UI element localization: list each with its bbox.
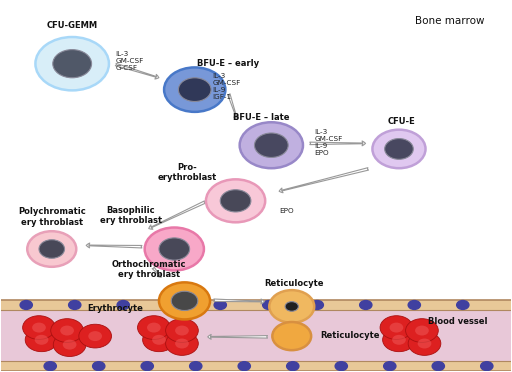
Circle shape <box>175 339 189 349</box>
Circle shape <box>23 316 55 339</box>
Circle shape <box>380 135 418 163</box>
Circle shape <box>27 231 76 267</box>
Circle shape <box>79 324 112 348</box>
Circle shape <box>32 323 46 333</box>
Circle shape <box>147 323 161 333</box>
Circle shape <box>408 301 420 310</box>
Circle shape <box>220 190 251 212</box>
Circle shape <box>60 326 74 336</box>
Circle shape <box>46 45 99 83</box>
Circle shape <box>275 295 308 318</box>
Text: BFU-E – late: BFU-E – late <box>233 113 289 122</box>
Circle shape <box>117 301 130 310</box>
Circle shape <box>272 322 311 350</box>
Circle shape <box>63 340 76 350</box>
Bar <box>1 300 511 310</box>
Circle shape <box>390 323 403 333</box>
Text: EPO: EPO <box>279 208 293 214</box>
Circle shape <box>457 301 469 310</box>
Circle shape <box>408 332 441 355</box>
Circle shape <box>44 362 56 371</box>
Circle shape <box>285 302 298 311</box>
Circle shape <box>214 301 226 310</box>
Text: Reticulocyte: Reticulocyte <box>265 279 324 288</box>
Circle shape <box>418 339 432 349</box>
Circle shape <box>51 319 83 342</box>
Text: IL-3
GM-CSF
IL-9
EPO: IL-3 GM-CSF IL-9 EPO <box>315 129 343 155</box>
Circle shape <box>385 138 413 159</box>
Circle shape <box>159 282 210 320</box>
Circle shape <box>152 335 166 345</box>
Circle shape <box>69 301 81 310</box>
Bar <box>1 361 511 371</box>
Circle shape <box>159 238 189 260</box>
Circle shape <box>380 316 413 339</box>
Circle shape <box>165 332 198 355</box>
Circle shape <box>189 362 202 371</box>
Text: IL-3
GM-CSF
IL-9
IGF-1: IL-3 GM-CSF IL-9 IGF-1 <box>212 73 241 100</box>
Text: Blood vessel: Blood vessel <box>428 317 487 326</box>
Circle shape <box>93 362 105 371</box>
Circle shape <box>206 179 265 222</box>
Circle shape <box>481 362 493 371</box>
Bar <box>1 310 511 361</box>
Circle shape <box>173 74 217 106</box>
Circle shape <box>335 362 348 371</box>
Text: Basophilic
ery throblast: Basophilic ery throblast <box>100 205 162 225</box>
Circle shape <box>175 326 189 336</box>
Circle shape <box>238 362 250 371</box>
Circle shape <box>88 331 102 341</box>
Circle shape <box>263 301 275 310</box>
Circle shape <box>372 130 425 168</box>
Circle shape <box>311 301 324 310</box>
Circle shape <box>35 37 109 90</box>
Text: BFU-E – early: BFU-E – early <box>197 59 260 68</box>
Circle shape <box>141 362 154 371</box>
Text: Reticulocyte: Reticulocyte <box>320 331 379 340</box>
Circle shape <box>35 335 49 345</box>
Text: CFU-GEMM: CFU-GEMM <box>47 21 98 31</box>
Circle shape <box>145 228 204 270</box>
Circle shape <box>254 133 288 157</box>
Circle shape <box>278 326 306 346</box>
Circle shape <box>178 78 211 102</box>
Circle shape <box>138 316 170 339</box>
Circle shape <box>383 362 396 371</box>
Circle shape <box>432 362 444 371</box>
Text: CFU-E: CFU-E <box>388 117 415 126</box>
Circle shape <box>359 301 372 310</box>
Circle shape <box>171 291 198 311</box>
Text: Erythrocyte: Erythrocyte <box>88 304 143 313</box>
Text: Bone marrow: Bone marrow <box>415 16 485 26</box>
Circle shape <box>382 328 415 352</box>
Circle shape <box>269 290 314 323</box>
Circle shape <box>25 328 58 352</box>
Circle shape <box>34 236 70 262</box>
Circle shape <box>415 326 429 336</box>
Text: Orthochromatic
ery throblast: Orthochromatic ery throblast <box>112 260 186 279</box>
Circle shape <box>39 240 65 258</box>
Circle shape <box>143 328 175 352</box>
Circle shape <box>53 333 86 356</box>
Circle shape <box>214 185 257 216</box>
Circle shape <box>406 319 438 342</box>
Circle shape <box>248 129 294 162</box>
Text: IL-3
GM-CSF
G-CSF: IL-3 GM-CSF G-CSF <box>116 51 144 71</box>
Circle shape <box>392 335 406 345</box>
Circle shape <box>240 122 303 168</box>
Circle shape <box>166 288 203 314</box>
Text: Polychromatic
ery throblast: Polychromatic ery throblast <box>18 207 86 227</box>
Circle shape <box>53 49 92 78</box>
Circle shape <box>20 301 32 310</box>
Text: Pro-
erythroblast: Pro- erythroblast <box>158 163 217 182</box>
Circle shape <box>153 234 196 264</box>
Circle shape <box>165 319 198 342</box>
Circle shape <box>165 301 178 310</box>
Circle shape <box>164 67 225 112</box>
Circle shape <box>287 362 299 371</box>
